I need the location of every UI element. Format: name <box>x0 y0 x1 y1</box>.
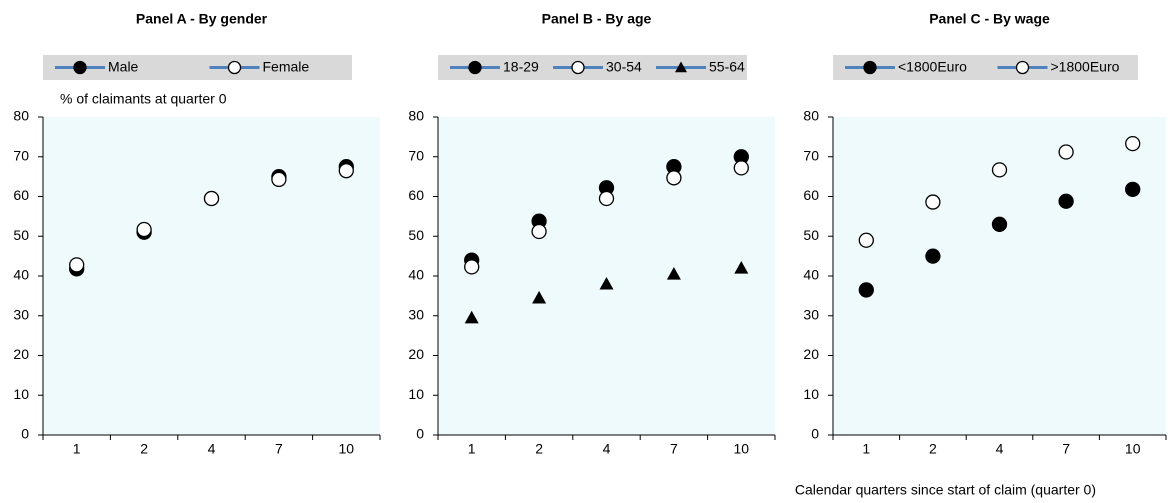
panel-title: Panel A - By gender <box>136 11 268 27</box>
marker <box>531 223 547 240</box>
y-tick-label: 20 <box>408 346 424 362</box>
x-tick-label: 1 <box>73 441 81 457</box>
y-tick-label: 0 <box>416 426 424 442</box>
marker <box>571 60 585 75</box>
panel-title: Panel C - By wage <box>929 11 1050 27</box>
y-tick-label: 30 <box>408 306 424 322</box>
marker <box>734 261 749 274</box>
marker <box>1125 181 1141 197</box>
x-tick-label: 2 <box>535 441 543 457</box>
y-tick-label: 40 <box>13 267 29 283</box>
x-tick-label: 7 <box>275 441 283 457</box>
y-tick-label: 50 <box>408 227 424 243</box>
y-tick-label: 50 <box>13 227 29 243</box>
y-tick-label: 10 <box>803 386 819 402</box>
y-tick-label: 40 <box>803 267 819 283</box>
marker <box>464 310 479 324</box>
marker <box>1015 60 1030 75</box>
marker <box>666 170 682 186</box>
plot-area <box>43 117 380 435</box>
marker <box>1058 193 1074 209</box>
marker <box>858 282 874 298</box>
marker <box>925 194 941 210</box>
x-tick-label: 10 <box>1125 441 1141 457</box>
y-tick-label: 20 <box>13 346 29 362</box>
y-tick-label: 10 <box>408 386 424 402</box>
marker <box>991 216 1008 232</box>
y-tick-label: 10 <box>13 386 29 402</box>
legend-label: >1800Euro <box>1051 59 1120 75</box>
marker <box>69 257 85 273</box>
marker <box>203 190 220 207</box>
y-tick-label: 60 <box>803 187 819 203</box>
legend-label: 55-64 <box>709 59 745 75</box>
marker <box>863 60 877 75</box>
marker <box>733 160 749 176</box>
x-tick-label: 4 <box>208 441 216 457</box>
marker <box>991 162 1008 178</box>
y-tick-label: 60 <box>408 187 424 203</box>
marker <box>227 60 242 75</box>
marker <box>338 163 354 179</box>
marker <box>599 276 614 290</box>
y-tick-label: 0 <box>811 426 819 442</box>
legend-label: 30-54 <box>606 59 642 75</box>
marker <box>464 259 480 275</box>
y-tick-label: 70 <box>803 147 819 163</box>
x-tick-label: 1 <box>468 441 476 457</box>
marker <box>532 290 547 304</box>
y-tick-label: 80 <box>408 108 424 124</box>
marker <box>468 60 482 75</box>
legend-label: Male <box>108 59 139 75</box>
marker <box>598 190 615 207</box>
x-tick-label: 7 <box>1062 441 1070 457</box>
y-tick-label: 30 <box>13 306 29 322</box>
legend-label: <1800Euro <box>898 59 967 75</box>
y-tick-label: 80 <box>803 108 819 124</box>
marker <box>675 61 687 73</box>
x-tick-label: 2 <box>140 441 148 457</box>
plot-area <box>438 117 775 435</box>
legend-label: 18-29 <box>503 59 539 75</box>
marker <box>73 60 87 75</box>
y-tick-label: 0 <box>21 426 29 442</box>
marker <box>858 232 874 248</box>
x-axis-label: Calendar quarters since start of claim (… <box>795 482 1096 498</box>
marker <box>925 248 941 264</box>
marker <box>1058 144 1074 160</box>
y-tick-label: 40 <box>408 267 424 283</box>
legend-label: Female <box>263 59 310 75</box>
x-tick-label: 7 <box>670 441 678 457</box>
marker <box>271 171 287 188</box>
y-tick-label: 70 <box>13 147 29 163</box>
y-tick-label: 20 <box>803 346 819 362</box>
y-tick-label: 30 <box>803 306 819 322</box>
x-tick-label: 10 <box>734 441 750 457</box>
x-tick-label: 2 <box>929 441 937 457</box>
x-tick-label: 4 <box>603 441 611 457</box>
x-tick-label: 10 <box>339 441 355 457</box>
y-axis-label: % of claimants at quarter 0 <box>60 91 227 107</box>
marker <box>136 221 152 238</box>
panel-title: Panel B - By age <box>542 11 652 27</box>
y-tick-label: 50 <box>803 227 819 243</box>
y-tick-label: 60 <box>13 187 29 203</box>
x-tick-label: 4 <box>996 441 1004 457</box>
y-tick-label: 80 <box>13 108 29 124</box>
marker <box>666 267 681 280</box>
x-tick-label: 1 <box>862 441 870 457</box>
y-tick-label: 70 <box>408 147 424 163</box>
marker <box>1125 135 1141 152</box>
